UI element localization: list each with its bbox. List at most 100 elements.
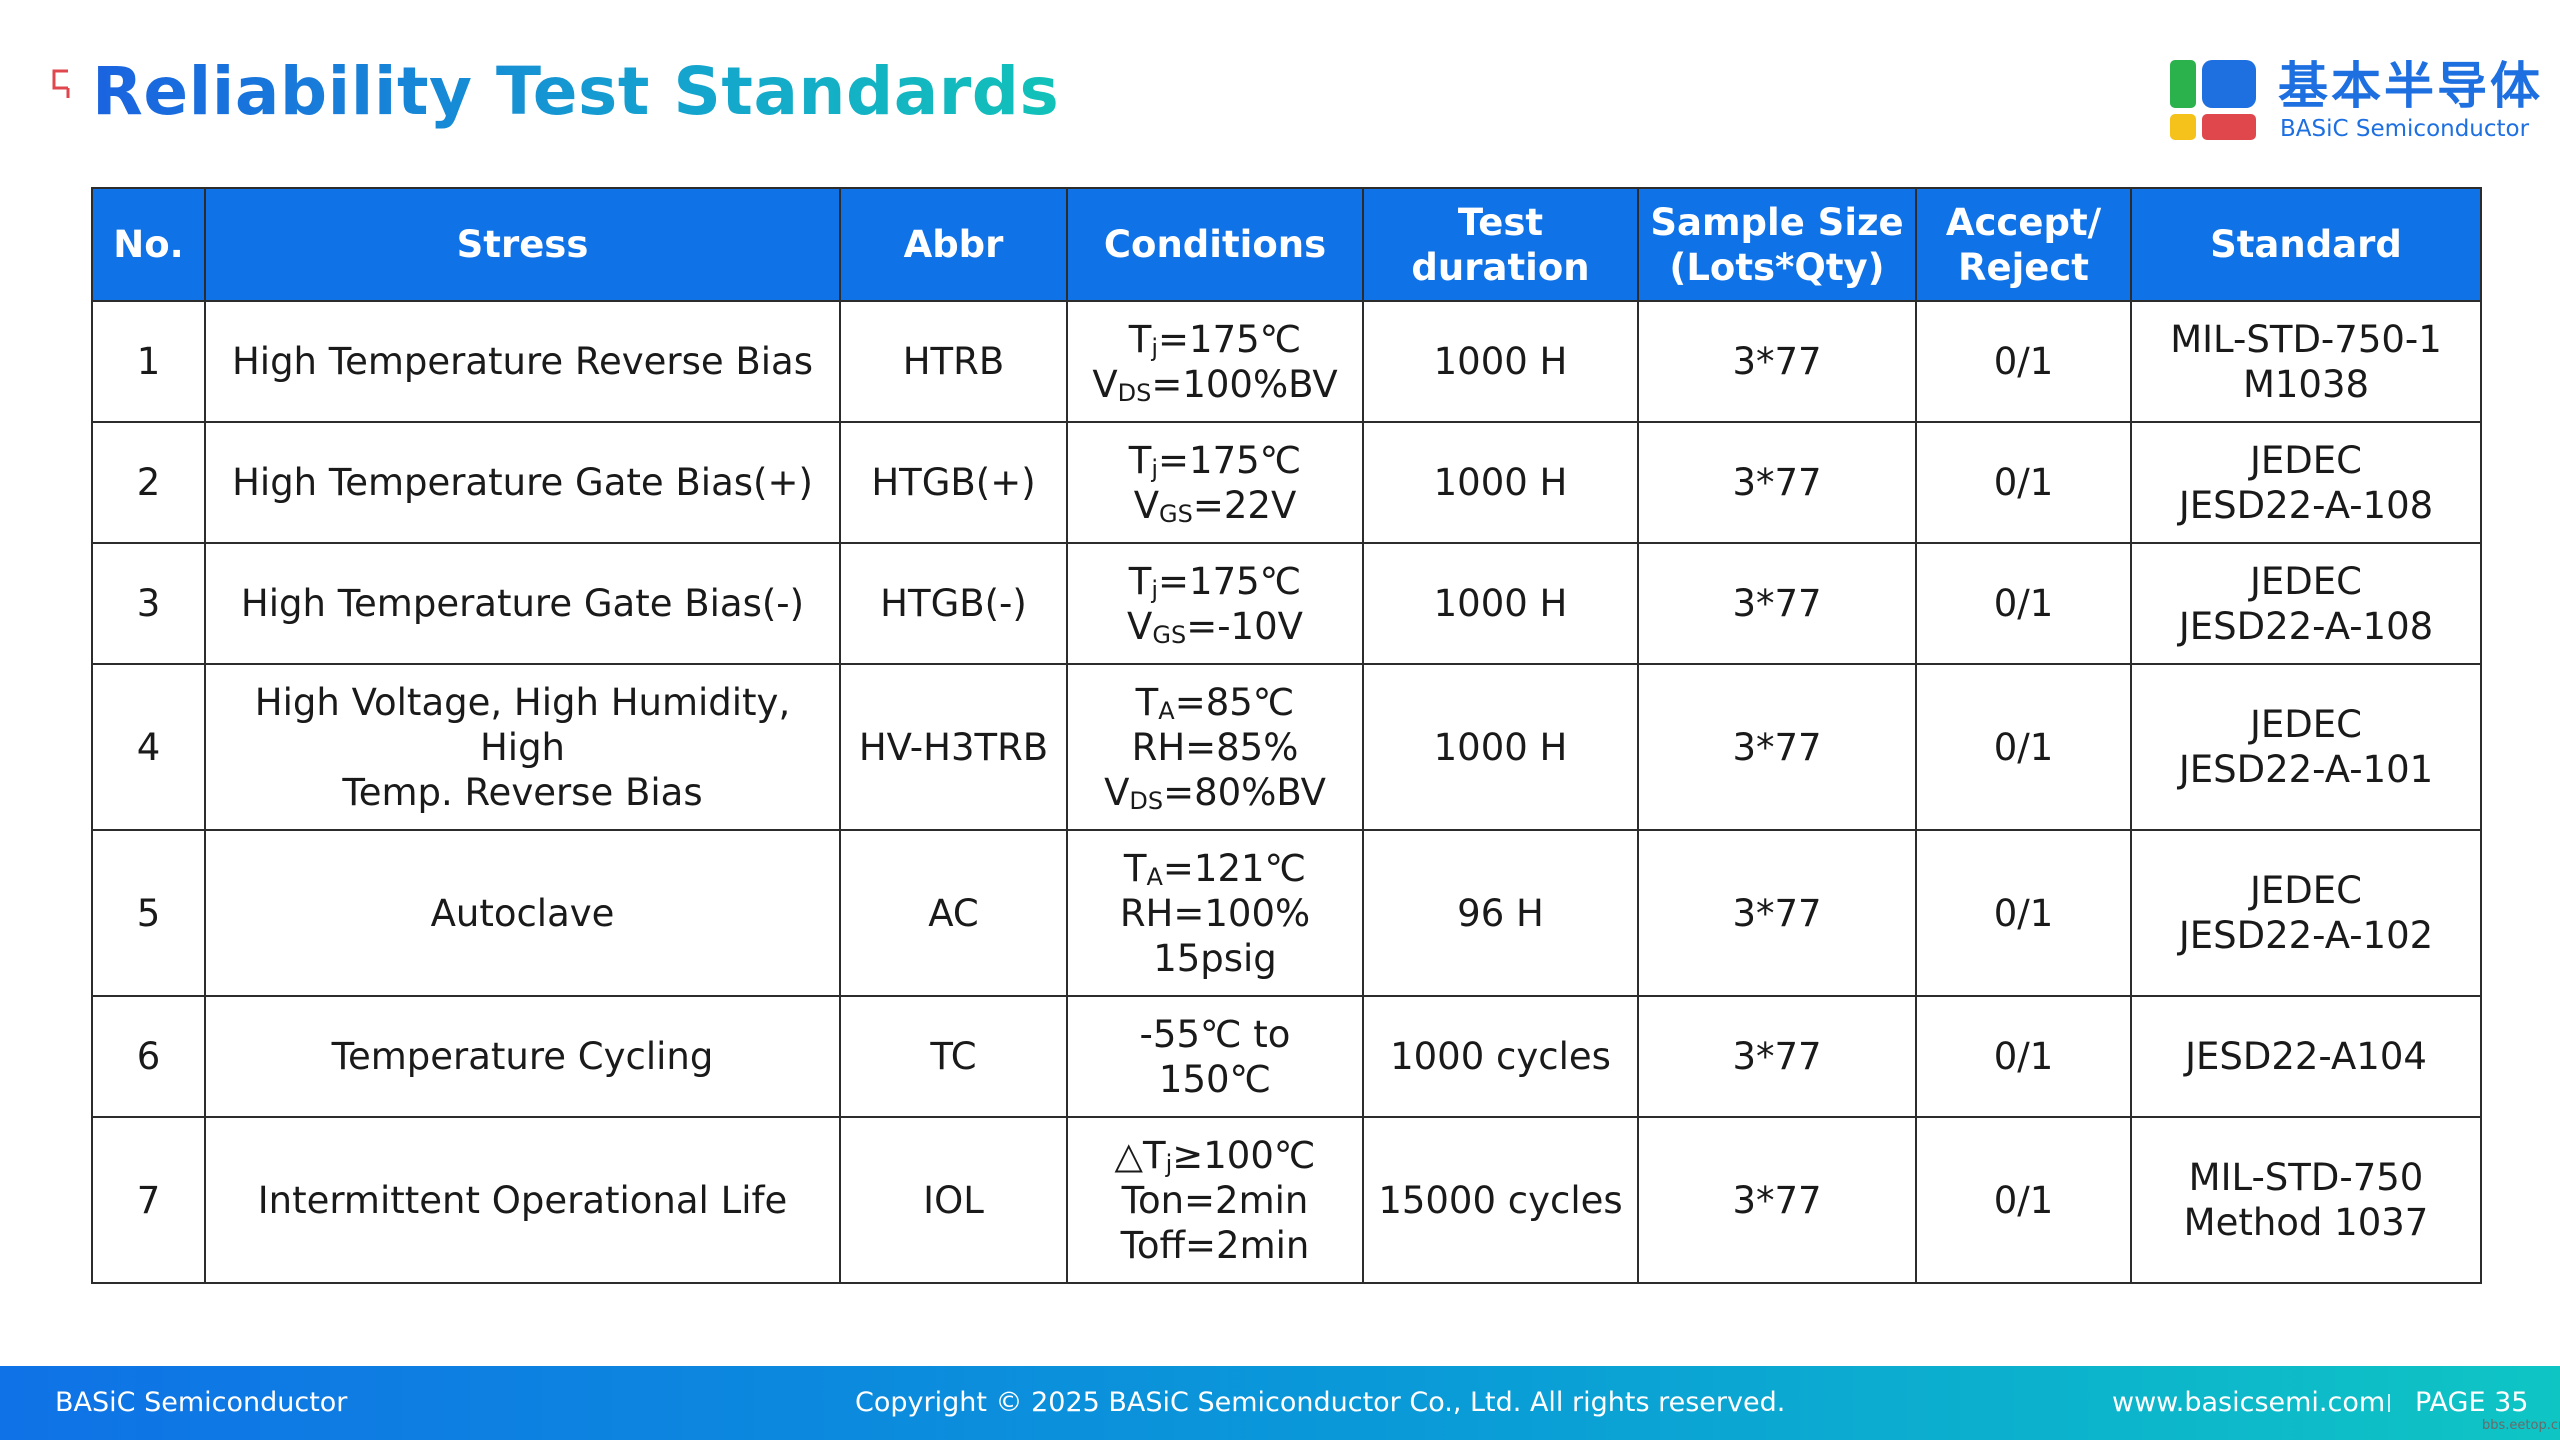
condition-value: =85℃ xyxy=(1174,680,1295,724)
condition-line: TA=85℃ xyxy=(1078,680,1352,725)
cell-stress: High Voltage, High Humidity, High Temp. R… xyxy=(204,663,841,831)
cell-accept-reject: 0/1 xyxy=(1915,995,2132,1118)
cell-accept-reject: 0/1 xyxy=(1915,829,2132,997)
stress-line: High Temperature Gate Bias(+) xyxy=(232,461,813,504)
cell-sample-size: 3*77 xyxy=(1637,542,1917,665)
condition-line: Tj=175℃ xyxy=(1078,317,1352,362)
condition-main: Ton=2min xyxy=(1121,1178,1309,1222)
condition-subscript: j xyxy=(1151,333,1159,362)
condition-subscript: DS xyxy=(1129,786,1164,815)
table-row: 1 High Temperature Reverse Bias HTRB Tj=175… xyxy=(91,300,2482,423)
standard-line: JEDEC xyxy=(2250,438,2362,482)
cell-duration: 1000 H xyxy=(1362,663,1639,831)
standard-line: JEDEC xyxy=(2250,869,2362,912)
logo-mark-icon xyxy=(2170,60,2256,140)
condition-line: △Tj≥100℃ xyxy=(1078,1133,1352,1178)
cell-conditions: TA=121℃ RH=100% 15psig xyxy=(1066,829,1364,997)
cell-conditions: △Tj≥100℃ Ton=2min Toff=2min xyxy=(1066,1116,1364,1284)
condition-line: -55℃ to 150℃ xyxy=(1078,1012,1352,1102)
condition-line: VDS=80%BV xyxy=(1078,770,1352,815)
col-header-sample-line1: Sample Size xyxy=(1650,200,1904,244)
table-row: 6 Temperature Cycling TC -55℃ to 150℃ 1000 c… xyxy=(91,995,2482,1118)
condition-value: =80%BV xyxy=(1163,770,1326,814)
cell-standard: JEDEC JESD22-A-108 xyxy=(2130,421,2482,544)
cell-no: 1 xyxy=(91,300,206,423)
cell-standard: JEDEC JESD22-A-108 xyxy=(2130,542,2482,665)
cell-no: 7 xyxy=(91,1116,206,1284)
condition-value: =121℃ xyxy=(1162,846,1307,890)
col-header-accept-line1: Accept/ xyxy=(1945,200,2102,244)
cell-conditions: Tj=175℃ VGS=-10V xyxy=(1066,542,1364,665)
condition-value: ≥100℃ xyxy=(1172,1133,1316,1177)
condition-value: =175℃ xyxy=(1158,438,1302,482)
condition-line: RH=100% xyxy=(1078,891,1352,936)
condition-subscript: GS xyxy=(1159,499,1193,528)
footer-bar: BASiC Semiconductor Copyright © 2025 BAS… xyxy=(0,1366,2560,1440)
footer-copyright: Copyright © 2025 BASiC Semiconductor Co.… xyxy=(855,1387,1786,1418)
condition-main: △T xyxy=(1114,1133,1166,1177)
footer-company: BASiC Semiconductor xyxy=(55,1387,348,1418)
col-header-sample-size: Sample Size (Lots*Qty) xyxy=(1637,187,1917,302)
cell-accept-reject: 0/1 xyxy=(1915,300,2132,423)
standard-line: JESD22-A-102 xyxy=(2178,914,2434,957)
cell-stress: Temperature Cycling xyxy=(204,995,841,1118)
cell-sample-size: 3*77 xyxy=(1637,663,1917,831)
cell-no: 5 xyxy=(91,829,206,997)
col-header-accept-line2: Reject xyxy=(1958,245,2089,289)
condition-line: Ton=2min xyxy=(1078,1178,1352,1223)
cell-standard: MIL-STD-750 Method 1037 xyxy=(2130,1116,2482,1284)
cell-stress: Autoclave xyxy=(204,829,841,997)
cell-sample-size: 3*77 xyxy=(1637,1116,1917,1284)
condition-value: =175℃ xyxy=(1158,559,1302,603)
condition-subscript: DS xyxy=(1117,378,1152,407)
condition-main: V xyxy=(1092,362,1118,406)
condition-main: RH=100% xyxy=(1119,891,1311,935)
condition-line: Tj=175℃ xyxy=(1078,438,1352,483)
condition-subscript: j xyxy=(1151,575,1159,604)
cell-sample-size: 3*77 xyxy=(1637,421,1917,544)
col-header-no: No. xyxy=(91,187,206,302)
condition-subscript: j xyxy=(1151,454,1159,483)
stress-line: High Temperature Reverse Bias xyxy=(231,340,814,383)
standard-line: JESD22-A-108 xyxy=(2178,483,2434,527)
cell-stress: High Temperature Reverse Bias xyxy=(204,300,841,423)
company-logo: 基本半导体 BASiC Semiconductor xyxy=(2170,58,2540,144)
stress-line: Temp. Reverse Bias xyxy=(342,770,703,814)
cell-no: 6 xyxy=(91,995,206,1118)
stress-line: Temperature Cycling xyxy=(331,1035,714,1078)
standard-line: MIL-STD-750-1 xyxy=(2170,317,2442,361)
condition-main: T xyxy=(1128,559,1152,603)
cell-accept-reject: 0/1 xyxy=(1915,542,2132,665)
condition-value: =100%BV xyxy=(1151,362,1338,406)
cell-no: 2 xyxy=(91,421,206,544)
stress-line: Intermittent Operational Life xyxy=(257,1178,788,1222)
condition-value: =-10V xyxy=(1186,604,1303,648)
standard-line: M1038 xyxy=(2242,362,2370,406)
cell-standard: MIL-STD-750-1 M1038 xyxy=(2130,300,2482,423)
table-row: 2 High Temperature Gate Bias(+) HTGB(+) Tj=… xyxy=(91,421,2482,544)
cell-duration: 1000 H xyxy=(1362,421,1639,544)
standard-line: JEDEC xyxy=(2250,559,2362,603)
condition-line: 15psig xyxy=(1078,936,1352,981)
cell-duration: 1000 cycles xyxy=(1362,995,1639,1118)
condition-main: T xyxy=(1135,680,1159,724)
cell-abbr: HTGB(+) xyxy=(839,421,1068,544)
cell-duration: 96 H xyxy=(1362,829,1639,997)
cell-sample-size: 3*77 xyxy=(1637,829,1917,997)
logo-chinese-name: 基本半导体 xyxy=(2278,57,2543,115)
cell-abbr: HV-H3TRB xyxy=(839,663,1068,831)
cell-abbr: TC xyxy=(839,995,1068,1118)
col-header-accept-reject: Accept/ Reject xyxy=(1915,187,2132,302)
condition-line: TA=121℃ xyxy=(1078,846,1352,891)
cell-stress: High Temperature Gate Bias(-) xyxy=(204,542,841,665)
condition-main: Toff=2min xyxy=(1120,1223,1310,1267)
cell-conditions: TA=85℃ RH=85% VDS=80%BV xyxy=(1066,663,1364,831)
table-row: 4 High Voltage, High Humidity, High Temp. … xyxy=(91,663,2482,831)
condition-subscript: A xyxy=(1158,696,1175,725)
watermark-text: bbs.eetop.cn xyxy=(2482,1418,2560,1433)
standard-line: JEDEC xyxy=(2250,703,2362,746)
condition-subscript: GS xyxy=(1152,620,1187,649)
cell-abbr: HTRB xyxy=(839,300,1068,423)
cell-stress: Intermittent Operational Life xyxy=(204,1116,841,1284)
table-row: 3 High Temperature Gate Bias(-) HTGB(-) Tj=… xyxy=(91,542,2482,665)
